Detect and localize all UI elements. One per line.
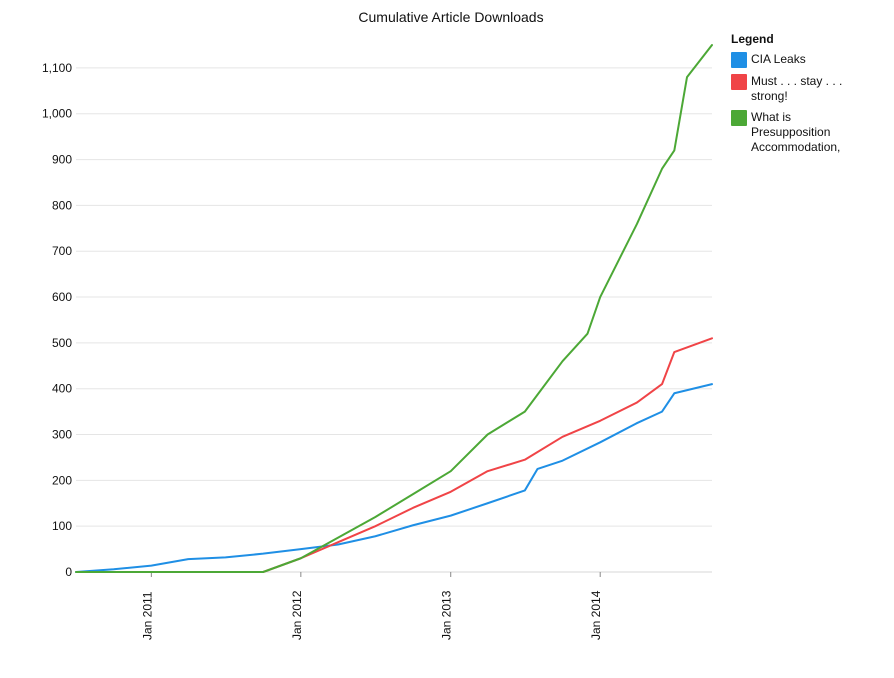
- series-line: [262, 337, 713, 573]
- legend-item: CIA Leaks: [731, 52, 881, 68]
- legend-label: Must . . . stay . . . strong!: [751, 74, 843, 103]
- series-line: [75, 44, 713, 573]
- y-tick-label: 800: [52, 198, 72, 212]
- x-tick-label: Jan 2012: [290, 590, 304, 640]
- legend-label: What is Presupposition Accommodation,: [751, 110, 841, 154]
- legend-items: CIA Leaks Must . . . stay . . . strong! Wh…: [731, 52, 881, 155]
- grid-layer: [76, 67, 712, 573]
- x-tick-label: Jan 2014: [589, 590, 603, 640]
- y-tick-label: 600: [52, 290, 72, 304]
- y-tick-label: 0: [65, 565, 72, 579]
- legend-label: CIA Leaks: [751, 52, 806, 66]
- y-tick-label: 200: [52, 473, 72, 487]
- legend: Legend CIA Leaks Must . . . stay . . . st…: [731, 32, 881, 161]
- chart-title: Cumulative Article Downloads: [358, 9, 543, 25]
- y-tick-label: 300: [52, 428, 72, 442]
- legend-swatch: [731, 52, 747, 68]
- series-layer: [75, 44, 713, 573]
- legend-swatch: [731, 74, 747, 90]
- y-tick-label: 1,000: [42, 107, 72, 121]
- legend-item: Must . . . stay . . . strong!: [731, 74, 881, 104]
- x-tick-label: Jan 2013: [440, 590, 454, 640]
- y-tick-label: 400: [52, 382, 72, 396]
- y-tick-label: 1,100: [42, 61, 72, 75]
- series-line: [75, 383, 713, 573]
- y-tick-label: 100: [52, 519, 72, 533]
- y-tick-label: 500: [52, 336, 72, 350]
- legend-swatch: [731, 110, 747, 126]
- y-tick-label: 700: [52, 244, 72, 258]
- x-tick-label: Jan 2011: [140, 591, 154, 640]
- legend-item: What is Presupposition Accommodation,: [731, 110, 881, 155]
- legend-title: Legend: [731, 32, 774, 46]
- y-tick-label: 900: [52, 153, 72, 167]
- axis-layer: 0 100 200 300 400 500 600 700 800 900 1,000 1,100 Ja…: [42, 61, 603, 640]
